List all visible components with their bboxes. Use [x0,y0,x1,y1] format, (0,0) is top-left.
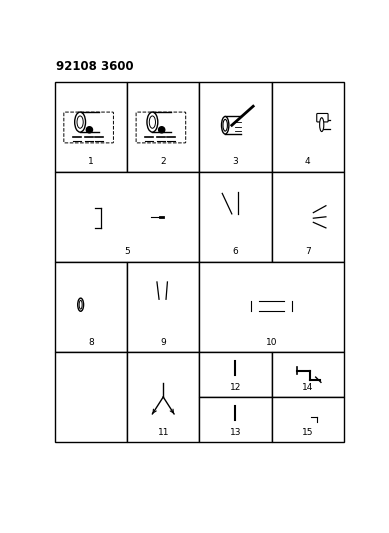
Ellipse shape [147,112,158,132]
Circle shape [159,127,165,133]
Bar [199,172,272,262]
Text: 14: 14 [302,383,314,392]
Bar [127,82,199,172]
Text: 5: 5 [124,247,130,256]
Text: 13: 13 [230,427,241,437]
Bar [272,352,344,397]
Text: 92108 3600: 92108 3600 [56,60,134,73]
Bar [272,82,344,172]
Text: 12: 12 [230,383,241,392]
FancyBboxPatch shape [317,114,328,122]
Text: 6: 6 [233,247,238,256]
Bar [301,213,310,221]
Text: 4: 4 [305,157,310,166]
Bar [233,211,238,214]
Bar [199,262,344,352]
Text: 7: 7 [305,247,311,256]
Bar [127,352,199,442]
Ellipse shape [75,112,86,132]
Bar [127,262,199,352]
Text: 1: 1 [88,157,94,166]
Bar [174,303,179,308]
Text: 2: 2 [160,157,166,166]
Bar [199,397,272,442]
Bar [100,307,105,310]
Ellipse shape [78,298,84,311]
Ellipse shape [320,118,324,132]
Bar [100,301,105,304]
Bar [272,397,344,442]
Text: 8: 8 [88,337,94,346]
Text: 10: 10 [266,337,277,346]
Text: 11: 11 [158,427,169,437]
Bar [272,172,344,262]
Bar [55,352,127,442]
Circle shape [86,127,93,133]
Ellipse shape [221,117,229,134]
Ellipse shape [238,117,245,134]
Bar [55,82,127,172]
Bar [55,262,127,352]
Ellipse shape [93,112,104,132]
Bar [199,82,272,172]
Ellipse shape [166,112,176,132]
Bar [199,352,272,397]
Text: 9: 9 [160,337,166,346]
Text: 3: 3 [233,157,238,166]
Text: 15: 15 [302,427,314,437]
Bar [55,172,199,262]
Ellipse shape [296,118,314,133]
